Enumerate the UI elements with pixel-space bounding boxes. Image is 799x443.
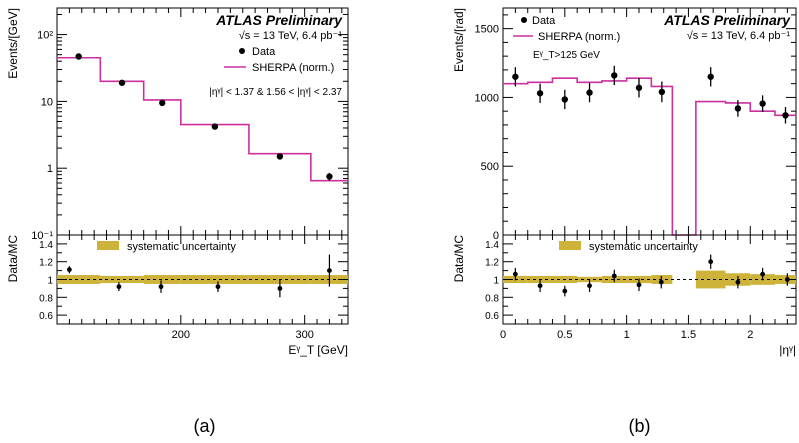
data-point xyxy=(635,84,643,91)
data-point xyxy=(759,100,766,107)
main-plot-frame xyxy=(56,7,349,236)
ratio-y-tick-label: 1 xyxy=(493,276,499,287)
x-tick-label: 200 xyxy=(172,329,190,341)
selection-label: |ηᵞ| < 1.37 & 1.56 < |ηᵞ| < 2.37 xyxy=(209,87,342,98)
ratio-point xyxy=(708,259,714,265)
ratio-point xyxy=(760,271,766,277)
data-point xyxy=(326,173,333,180)
ratio-point xyxy=(658,279,664,285)
legend-mc-label: SHERPA (norm.) xyxy=(538,31,620,43)
systematic-legend-swatch xyxy=(97,241,119,250)
legend-data-marker xyxy=(239,48,245,54)
energy-label: √s = 13 TeV, 6.4 pb⁻¹ xyxy=(687,30,791,42)
data-point xyxy=(707,73,714,80)
systematic-legend-label: systematic uncertainty xyxy=(127,241,236,253)
ratio-y-axis-title: Data/MC xyxy=(452,235,466,283)
ratio-y-tick-label: 1.2 xyxy=(39,258,53,269)
data-point xyxy=(118,79,126,86)
data-point xyxy=(734,105,742,112)
ratio-point xyxy=(537,283,543,289)
atlas-label: ATLAS Preliminary xyxy=(215,12,343,28)
data-point xyxy=(276,153,284,160)
ratio-point xyxy=(784,277,790,282)
y-tick-label: 10² xyxy=(37,30,53,42)
ratio-y-tick-label: 0.6 xyxy=(485,311,499,322)
systematic-band xyxy=(143,275,181,284)
data-point xyxy=(536,90,544,97)
ratio-y-axis-title: Data/MC xyxy=(6,235,20,283)
x-tick-label: 2 xyxy=(747,329,753,341)
data-point xyxy=(611,72,618,79)
data-point xyxy=(75,53,82,60)
y-tick-label: 10 xyxy=(41,96,53,108)
data-point xyxy=(782,112,789,119)
x-tick-label: 1 xyxy=(624,329,630,341)
ratio-y-tick-label: 1 xyxy=(47,276,53,287)
systematic-legend-swatch xyxy=(559,241,581,250)
y-axis-title: Events/[GeV] xyxy=(6,8,20,79)
y-tick-label: 1000 xyxy=(475,92,499,104)
ratio-point xyxy=(512,271,518,277)
y-tick-label: 500 xyxy=(481,161,499,173)
y-tick-label: 1500 xyxy=(475,24,499,36)
systematic-band xyxy=(57,275,101,284)
ratio-y-tick-label: 1.4 xyxy=(485,240,499,251)
mc-histogram-line xyxy=(57,56,348,182)
x-axis-title: |ηᵞ| xyxy=(779,343,796,357)
chart-panel-b: 0 500 1000 1500 0.6 0.8 1 1.2 1.4 systematic unce… xyxy=(452,7,797,436)
ratio-point xyxy=(66,267,72,273)
ratio-y-tick-label: 0.6 xyxy=(39,311,53,322)
ratio-point xyxy=(215,284,221,290)
cut-label: Eᵞ_T>125 GeV xyxy=(533,50,600,61)
data-point xyxy=(512,73,519,80)
energy-label: √s = 13 TeV, 6.4 pb⁻¹ xyxy=(239,30,343,42)
systematic-band xyxy=(100,275,144,284)
x-tick-label: 0.5 xyxy=(557,329,572,341)
atlas-label: ATLAS Preliminary xyxy=(663,12,791,28)
mc-histogram-line xyxy=(503,77,796,236)
x-tick-label: 300 xyxy=(295,329,313,341)
ratio-point xyxy=(587,283,592,289)
chart-panel-a: 10⁻¹ 1 10 10² 0.6 0.8 1 1.2 1.4 systematic uncert… xyxy=(6,7,349,436)
y-tick-label: 0 xyxy=(493,230,499,242)
legend-data-marker xyxy=(521,17,527,23)
x-axis-title: Eᵞ_T [GeV] xyxy=(288,343,348,357)
systematic-band xyxy=(695,270,726,289)
x-tick-label: 1.5 xyxy=(681,329,696,341)
y-tick-label: 10⁻¹ xyxy=(31,230,53,242)
legend-mc-label: SHERPA (norm.) xyxy=(252,62,334,74)
ratio-point xyxy=(735,279,741,285)
systematic-legend-label: systematic uncertainty xyxy=(589,241,698,253)
ratio-y-tick-label: 1.2 xyxy=(485,258,499,269)
panel-caption: (b) xyxy=(629,416,651,436)
ratio-point xyxy=(562,288,568,294)
ratio-y-tick-label: 1.4 xyxy=(39,240,53,251)
ratio-y-tick-label: 0.8 xyxy=(39,293,53,304)
ratio-point xyxy=(116,284,122,290)
ratio-point xyxy=(611,273,617,279)
legend-data-label: Data xyxy=(532,15,556,27)
ratio-point xyxy=(277,286,283,291)
data-point xyxy=(211,123,219,130)
data-point xyxy=(586,89,593,96)
ratio-y-tick-label: 0.8 xyxy=(485,293,499,304)
y-axis-title: Events/[rad] xyxy=(452,8,466,72)
ratio-point xyxy=(158,284,164,290)
legend-data-label: Data xyxy=(252,46,276,58)
ratio-point xyxy=(327,268,332,273)
y-tick-label: 1 xyxy=(47,163,53,175)
data-point xyxy=(159,99,166,107)
data-point xyxy=(658,88,666,96)
x-tick-label: 0 xyxy=(500,329,506,341)
panel-caption: (a) xyxy=(194,416,216,436)
ratio-point xyxy=(636,282,642,288)
data-point xyxy=(561,96,569,103)
